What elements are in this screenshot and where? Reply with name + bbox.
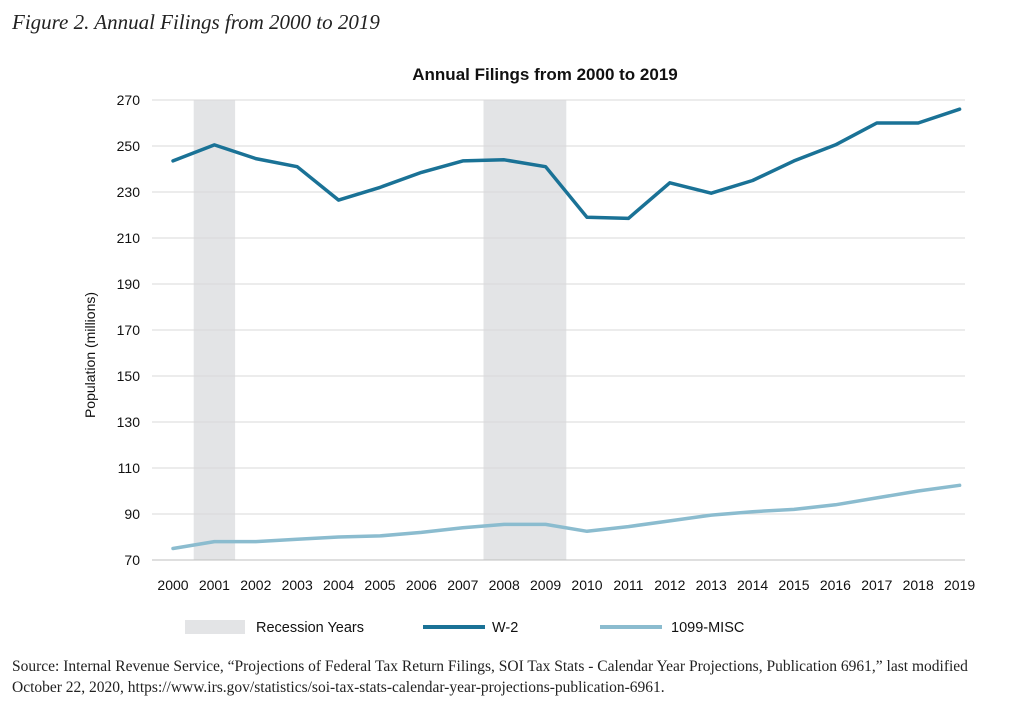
- y-tick-label-90: 90: [124, 506, 140, 522]
- legend-label-recession: Recession Years: [256, 620, 364, 636]
- x-tick-label-2016: 2016: [820, 577, 851, 593]
- y-axis-label: Population (millions): [82, 292, 98, 418]
- annual-filings-chart: Annual Filings from 2000 to 2019 70 90 110…: [82, 65, 975, 636]
- legend-label-w2: W-2: [492, 620, 518, 636]
- x-tick-label-2005: 2005: [364, 577, 395, 593]
- y-tick-label-270: 270: [117, 92, 141, 108]
- y-tick-label-110: 110: [118, 460, 141, 476]
- x-tick-label-2018: 2018: [903, 577, 934, 593]
- x-tick-label-2017: 2017: [861, 577, 892, 593]
- legend-label-misc1099: 1099-MISC: [671, 620, 744, 636]
- y-tick-label-130: 130: [117, 414, 141, 430]
- x-tick-label-2019: 2019: [944, 577, 975, 593]
- y-tick-label-170: 170: [117, 322, 141, 338]
- x-axis-ticks: 2000 2001 2002 2003 2004 2005 2006 2007 2008 2009…: [157, 577, 975, 593]
- source-note: Source: Internal Revenue Service, “Proje…: [12, 658, 968, 696]
- x-tick-label-2003: 2003: [282, 577, 313, 593]
- y-tick-label-230: 230: [117, 184, 141, 200]
- y-tick-label-150: 150: [117, 368, 141, 384]
- x-tick-label-2010: 2010: [571, 577, 602, 593]
- y-tick-label-190: 190: [117, 276, 141, 292]
- x-tick-label-2012: 2012: [654, 577, 685, 593]
- series-line-w2: [171, 107, 962, 221]
- x-tick-label-2001: 2001: [199, 577, 230, 593]
- y-tick-label-250: 250: [117, 138, 141, 154]
- x-tick-label-2015: 2015: [778, 577, 809, 593]
- series-line-misc1099: [171, 483, 962, 551]
- legend-swatch-recession: [185, 620, 245, 634]
- y-axis-ticks: 70 90 110 130 150 170 190 210 230 250 270: [117, 92, 141, 568]
- y-tick-label-70: 70: [124, 552, 140, 568]
- gridlines: [152, 99, 965, 561]
- data-series: [171, 107, 962, 551]
- x-tick-label-2013: 2013: [696, 577, 727, 593]
- legend: Recession Years W-2 1099-MISC: [185, 620, 744, 636]
- x-tick-label-2006: 2006: [406, 577, 437, 593]
- x-tick-label-2009: 2009: [530, 577, 561, 593]
- y-tick-label-210: 210: [117, 230, 141, 246]
- x-tick-label-2004: 2004: [323, 577, 354, 593]
- x-tick-label-2007: 2007: [447, 577, 478, 593]
- x-tick-label-2011: 2011: [613, 577, 643, 593]
- x-tick-label-2000: 2000: [157, 577, 188, 593]
- chart-title: Annual Filings from 2000 to 2019: [412, 65, 677, 84]
- x-tick-label-2008: 2008: [489, 577, 520, 593]
- x-tick-label-2002: 2002: [240, 577, 271, 593]
- figure-caption: Figure 2. Annual Filings from 2000 to 20…: [12, 10, 380, 34]
- x-tick-label-2014: 2014: [737, 577, 768, 593]
